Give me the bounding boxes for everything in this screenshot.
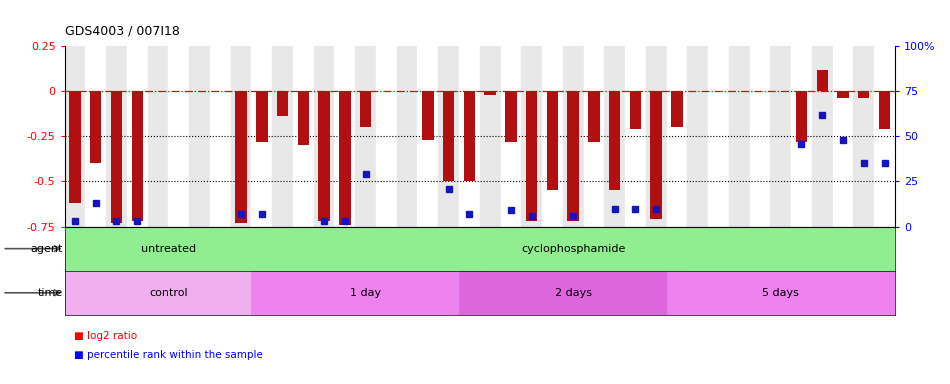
- Bar: [667, 271, 895, 315]
- Bar: [630, 91, 641, 129]
- Bar: [106, 46, 127, 227]
- Bar: [562, 46, 583, 227]
- Bar: [708, 46, 729, 227]
- Bar: [256, 91, 268, 142]
- Bar: [874, 46, 895, 227]
- Bar: [812, 46, 832, 227]
- Bar: [858, 91, 869, 98]
- Bar: [69, 91, 81, 203]
- Bar: [459, 271, 688, 315]
- Bar: [484, 91, 496, 95]
- Bar: [459, 46, 480, 227]
- Bar: [672, 91, 683, 127]
- Bar: [293, 46, 314, 227]
- Bar: [522, 46, 542, 227]
- Text: untreated: untreated: [141, 243, 196, 254]
- Bar: [252, 46, 273, 227]
- Bar: [750, 46, 770, 227]
- Bar: [339, 91, 351, 225]
- Text: control: control: [149, 288, 188, 298]
- Bar: [236, 91, 247, 223]
- Bar: [65, 227, 273, 271]
- Bar: [168, 46, 189, 227]
- Bar: [832, 46, 853, 227]
- Bar: [443, 91, 454, 182]
- Bar: [231, 46, 252, 227]
- Bar: [464, 91, 475, 182]
- Bar: [817, 70, 828, 91]
- Bar: [273, 46, 293, 227]
- Bar: [438, 46, 459, 227]
- Text: ■ log2 ratio: ■ log2 ratio: [74, 331, 137, 341]
- Bar: [90, 91, 102, 164]
- Bar: [526, 91, 538, 221]
- Bar: [505, 91, 517, 142]
- Bar: [360, 91, 371, 127]
- Bar: [397, 46, 417, 227]
- Bar: [604, 46, 625, 227]
- Bar: [210, 46, 231, 227]
- Bar: [796, 91, 808, 142]
- Bar: [688, 46, 708, 227]
- Text: cyclophosphamide: cyclophosphamide: [521, 243, 625, 254]
- Bar: [667, 46, 688, 227]
- Bar: [147, 46, 168, 227]
- Bar: [791, 46, 812, 227]
- Bar: [609, 91, 620, 190]
- Bar: [501, 46, 522, 227]
- Text: 1 day: 1 day: [350, 288, 381, 298]
- Bar: [480, 46, 501, 227]
- Bar: [297, 91, 309, 146]
- Text: 2 days: 2 days: [555, 288, 592, 298]
- Bar: [111, 91, 123, 223]
- Bar: [131, 91, 142, 221]
- Bar: [252, 227, 895, 271]
- Bar: [86, 46, 106, 227]
- Bar: [646, 46, 667, 227]
- Bar: [422, 91, 433, 140]
- Bar: [65, 46, 86, 227]
- Bar: [314, 46, 334, 227]
- Bar: [189, 46, 210, 227]
- Bar: [417, 46, 438, 227]
- Bar: [318, 91, 330, 221]
- Bar: [542, 46, 562, 227]
- Text: GDS4003 / 007I18: GDS4003 / 007I18: [65, 25, 180, 37]
- Bar: [625, 46, 646, 227]
- Text: 5 days: 5 days: [762, 288, 799, 298]
- Text: agent: agent: [30, 243, 63, 254]
- Bar: [651, 91, 662, 219]
- Text: ■ percentile rank within the sample: ■ percentile rank within the sample: [74, 350, 263, 360]
- Bar: [276, 91, 288, 116]
- Bar: [588, 91, 599, 142]
- Bar: [770, 46, 791, 227]
- Bar: [127, 46, 147, 227]
- Bar: [837, 91, 848, 98]
- Bar: [334, 46, 355, 227]
- Bar: [729, 46, 750, 227]
- Bar: [879, 91, 890, 129]
- Bar: [567, 91, 579, 221]
- Bar: [65, 271, 273, 315]
- Bar: [252, 271, 480, 315]
- Bar: [853, 46, 874, 227]
- Bar: [583, 46, 604, 227]
- Text: time: time: [37, 288, 63, 298]
- Bar: [546, 91, 558, 190]
- Bar: [376, 46, 397, 227]
- Bar: [355, 46, 376, 227]
